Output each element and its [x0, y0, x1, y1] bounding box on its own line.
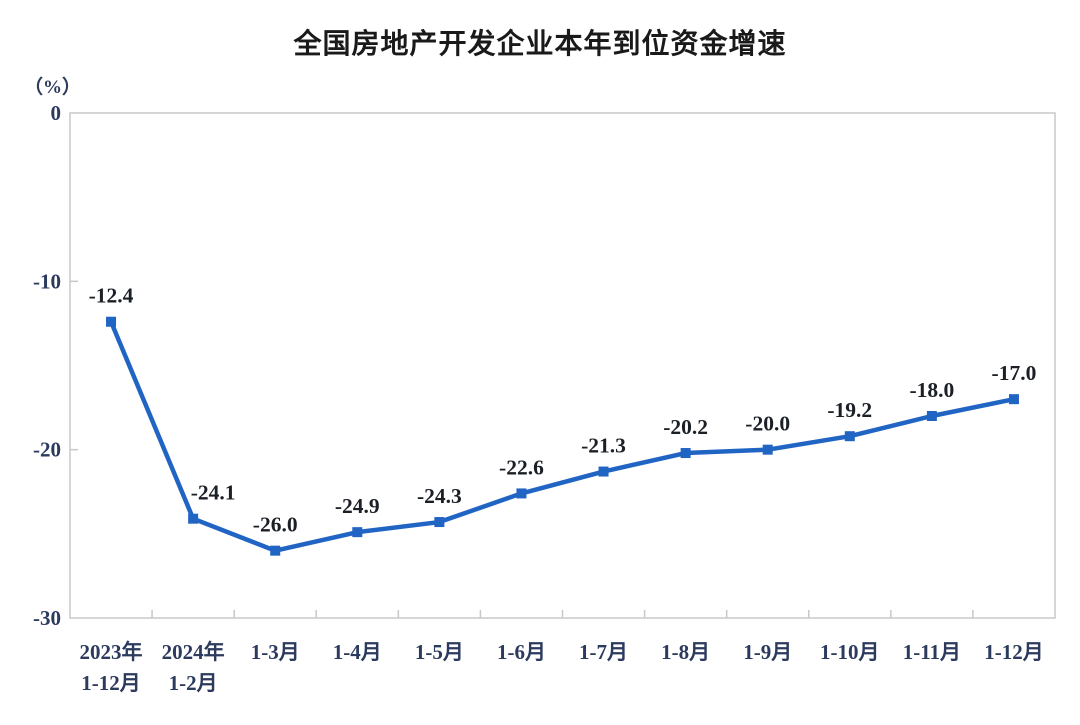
data-point-marker: [1008, 394, 1019, 405]
x-tick-label: 2024年: [162, 640, 225, 664]
x-tick-label: 1-7月: [579, 640, 628, 664]
data-label: -20.0: [745, 412, 790, 436]
data-label: -22.6: [499, 455, 544, 479]
data-point-marker: [680, 448, 691, 459]
data-label: -19.2: [827, 398, 872, 422]
x-tick-label: 1-2月: [169, 671, 218, 695]
data-point-marker: [352, 527, 363, 538]
data-point-marker: [270, 545, 281, 556]
data-label: -21.3: [581, 434, 626, 458]
data-point-marker: [106, 316, 117, 327]
series-line: [108, 319, 1017, 553]
x-tick-label: 1-12月: [984, 640, 1044, 664]
data-label: -26.0: [253, 513, 298, 537]
data-point-marker: [188, 513, 199, 524]
x-tick-label: 1-8月: [661, 640, 710, 664]
x-tick-label: 1-3月: [251, 640, 300, 664]
y-tick-label: -30: [33, 606, 61, 630]
data-point-marker: [926, 411, 937, 421]
x-tick-label: 1-10月: [820, 640, 880, 664]
data-label: -12.4: [89, 284, 134, 308]
plot-border: [69, 112, 1056, 619]
data-label: -24.3: [417, 484, 462, 508]
data-point-marker: [434, 517, 445, 528]
data-point-marker: [516, 488, 527, 499]
data-point-marker: [844, 431, 855, 442]
x-tick-label: 1-11月: [903, 640, 961, 664]
data-label: -24.9: [335, 494, 380, 518]
x-tick-label: 1-4月: [333, 640, 382, 664]
x-tick-label: 1-6月: [497, 640, 546, 664]
x-tick-label: 1-9月: [743, 640, 792, 664]
x-tick-label: 1-5月: [415, 640, 464, 664]
y-tick-label: -20: [33, 438, 61, 462]
y-tick-label: -10: [33, 269, 61, 293]
data-point-marker: [598, 466, 609, 477]
data-label: -24.1: [191, 481, 236, 505]
x-tick-label: 2023年: [80, 640, 143, 664]
y-axis-unit-label: （%）: [24, 77, 82, 98]
chart-title: 全国房地产开发企业本年到位资金增速: [293, 27, 787, 60]
data-label: -17.0: [992, 361, 1037, 385]
y-tick-label: 0: [51, 101, 62, 125]
data-label: -20.2: [663, 415, 708, 439]
data-label: -18.0: [909, 378, 954, 402]
x-tick-label: 1-12月: [81, 671, 141, 695]
data-point-marker: [762, 444, 773, 455]
